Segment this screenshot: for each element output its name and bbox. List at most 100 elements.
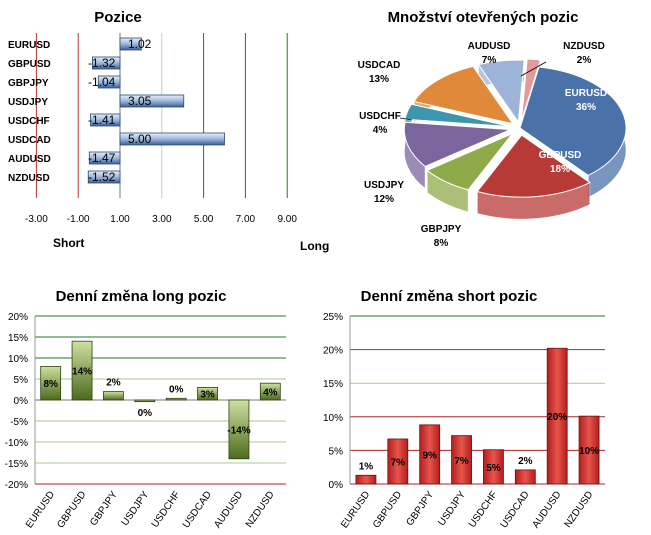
pie-slice xyxy=(404,103,511,128)
category-label: GBPJPY xyxy=(404,489,436,528)
category-label: GBPUSD xyxy=(55,489,88,530)
pie-slice-name: GBPJPY xyxy=(421,224,462,235)
category-label: USDCAD xyxy=(181,489,214,530)
value-label: -1.41 xyxy=(88,113,116,127)
y-tick-label: 15% xyxy=(323,379,343,390)
positions-value-labels: 1.02 -1.32 -1.04 3.05 -1.41 5.00 -1.47 -1.52 xyxy=(88,37,152,184)
long-bar xyxy=(165,397,187,401)
short-bar xyxy=(483,449,504,485)
category-label: EURUSD xyxy=(8,40,50,51)
y-tick-label: -20% xyxy=(5,480,28,491)
leader-line xyxy=(399,117,413,121)
y-tick-label: -10% xyxy=(5,438,28,449)
long-bar xyxy=(259,382,281,401)
position-bar xyxy=(97,75,121,89)
pie-slice-percent: 12% xyxy=(374,194,394,205)
open-positions-pie-chart: Množství otevřených pozic EURUSD 36% GBPUS… xyxy=(358,9,627,249)
x-tick-label: 3.00 xyxy=(152,214,172,225)
pie-slice-percent: 8% xyxy=(434,238,449,249)
short-label: Short xyxy=(53,236,84,250)
positions-bars xyxy=(87,37,225,184)
long-bar xyxy=(228,399,250,460)
category-label: NZDUSD xyxy=(563,489,596,529)
long-label: Long xyxy=(300,239,329,253)
positions-chart: Pozice EURUSD GBPUSD GBPJPY USDJPY USDCHF USD… xyxy=(8,9,329,253)
short-bars xyxy=(355,347,600,485)
y-tick-label: 0% xyxy=(14,396,29,407)
category-label: USDCHF xyxy=(467,489,500,529)
short-value-label: 2% xyxy=(518,456,533,467)
x-tick-label: -3.00 xyxy=(25,214,48,225)
short-bar xyxy=(546,347,568,485)
long-value-label: 2% xyxy=(106,378,121,389)
pie-slice-percent: 2% xyxy=(577,55,592,66)
long-change-title: Denní změna long pozic xyxy=(56,288,227,305)
long-bar xyxy=(197,386,218,401)
pie-slice xyxy=(476,134,591,198)
short-value-labels: 1% 7% 9% 7% 5% 2% 20% 10% xyxy=(359,412,599,474)
long-y-tick-labels: -20% -15% -10% -5% 0% 5% 10% 15% 20% xyxy=(5,312,28,491)
category-label: USDCAD xyxy=(499,489,532,530)
pie-slice-percent: 13% xyxy=(369,74,389,85)
short-value-label: 1% xyxy=(359,461,374,472)
long-bar xyxy=(134,399,156,403)
pie-slice-name: USDJPY xyxy=(364,180,404,191)
short-bar xyxy=(387,438,409,485)
positions-x-tick-labels: -3.00 -1.00 1.00 3.00 5.00 7.00 9.00 xyxy=(25,214,297,225)
long-bar xyxy=(71,340,93,401)
short-bar xyxy=(451,435,472,485)
pie-slice-name: GBPUSD xyxy=(539,150,582,161)
positions-category-labels: EURUSD GBPUSD GBPJPY USDJPY USDCHF USDCAD AUDU… xyxy=(8,40,51,184)
positions-chart-title: Pozice xyxy=(94,9,142,26)
category-label: USDJPY xyxy=(436,489,468,528)
y-tick-label: 15% xyxy=(8,333,28,344)
category-label: GBPUSD xyxy=(8,59,51,70)
pie-slice xyxy=(477,59,525,124)
value-label: 5.00 xyxy=(128,132,152,146)
value-label: -1.32 xyxy=(88,56,116,70)
pie-slice-name: AUDUSD xyxy=(468,41,511,52)
pie-slice xyxy=(519,66,627,177)
y-tick-label: 25% xyxy=(323,312,343,323)
position-bar xyxy=(88,151,121,165)
position-bar xyxy=(119,37,142,51)
category-label: AUDUSD xyxy=(530,489,563,530)
long-value-labels: 8% 14% 2% 0% 0% 3% -14% 4% xyxy=(43,367,277,437)
category-label: GBPJPY xyxy=(88,489,120,528)
pie-slice-percent: 36% xyxy=(576,102,596,113)
long-bar xyxy=(103,391,124,401)
pie-chart-title: Množství otevřených pozic xyxy=(388,9,579,26)
position-bar xyxy=(90,113,121,127)
pie-slice xyxy=(426,133,513,191)
pie-slice-name: NZDUSD xyxy=(563,41,605,52)
value-label: 1.02 xyxy=(128,37,152,51)
pie-slice-percent: 18% xyxy=(550,164,570,175)
y-tick-label: -15% xyxy=(5,459,28,470)
pie-slice xyxy=(413,65,515,125)
category-label: USDJPY xyxy=(8,97,48,108)
category-label: GBPJPY xyxy=(8,78,49,89)
category-label: USDCHF xyxy=(8,116,50,127)
category-label: NZDUSD xyxy=(8,173,50,184)
short-change-title: Denní změna short pozic xyxy=(361,288,538,305)
value-label: -1.52 xyxy=(88,170,116,184)
short-y-tick-labels: 0% 5% 10% 15% 20% 25% xyxy=(323,312,343,491)
y-tick-label: 0% xyxy=(329,480,344,491)
long-bars xyxy=(40,340,281,460)
value-label: 3.05 xyxy=(128,94,152,108)
short-value-label: 7% xyxy=(391,457,406,468)
y-tick-label: -5% xyxy=(10,417,28,428)
long-value-label: 8% xyxy=(43,379,58,390)
pie-labels: EURUSD 36% GBPUSD 18% GBPJPY 8% USDJPY 12% USDCH… xyxy=(358,41,608,249)
pie-slice xyxy=(403,121,511,167)
long-value-label: 14% xyxy=(72,367,92,378)
short-value-label: 10% xyxy=(579,446,599,457)
short-change-chart: Denní změna short pozic 1% 7%9% 7%5%2%20%1… xyxy=(323,288,605,530)
short-bar xyxy=(514,469,536,485)
pie-slice-name: USDCAD xyxy=(358,60,401,71)
position-bar xyxy=(119,94,185,108)
x-tick-label: 1.00 xyxy=(110,214,130,225)
category-label: EURUSD xyxy=(339,489,372,530)
